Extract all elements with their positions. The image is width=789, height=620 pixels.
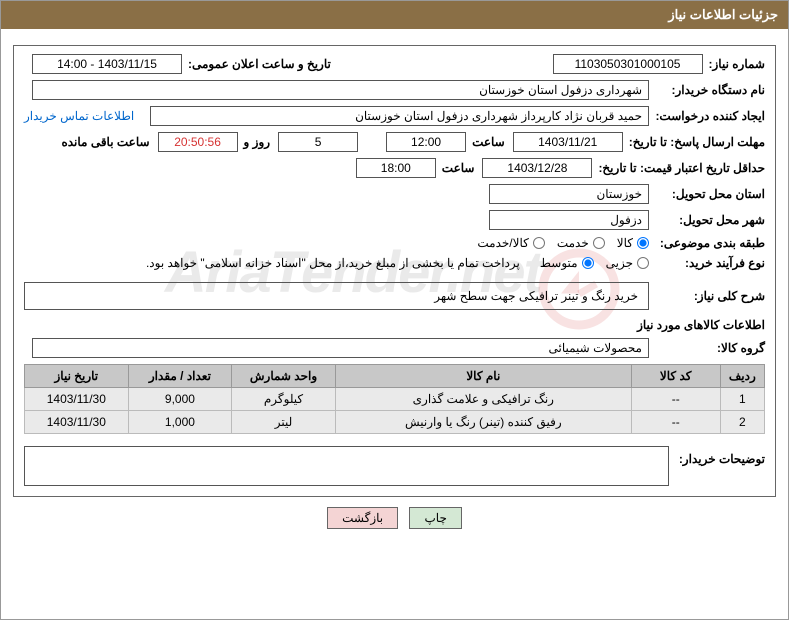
response-days-label: روز و [244, 135, 271, 149]
purchase-type-note: پرداخت تمام یا بخشی از مبلغ خرید،از محل … [146, 256, 520, 270]
table-header-cell: واحد شمارش [232, 365, 336, 388]
table-header-cell: تاریخ نیاز [25, 365, 129, 388]
category-radio[interactable] [593, 237, 605, 249]
delivery-city-value: دزفول [489, 210, 649, 230]
contact-link[interactable]: اطلاعات تماس خریدار [24, 109, 134, 123]
response-days: 5 [278, 132, 358, 152]
price-validity-time: 18:00 [356, 158, 436, 178]
category-radio-label: خدمت [557, 236, 589, 250]
details-panel: شماره نیاز: 1103050301000105 تاریخ و ساع… [13, 45, 776, 497]
row-delivery-province: استان محل تحویل: خوزستان [24, 184, 765, 204]
row-need-number: شماره نیاز: 1103050301000105 تاریخ و ساع… [24, 54, 765, 74]
response-time-label: ساعت [472, 135, 505, 149]
general-desc-value: خرید رنگ و تینر ترافیکی جهت سطح شهر [24, 282, 649, 310]
category-radio-label: کالا [617, 236, 633, 250]
category-radio-label: کالا/خدمت [477, 236, 528, 250]
table-row: 1--رنگ ترافیکی و علامت گذاریکیلوگرم9,000… [25, 388, 765, 411]
price-validity-date: 1403/12/28 [482, 158, 592, 178]
category-radio-group: کالا خدمت کالا/خدمت [477, 236, 649, 250]
table-header-row: ردیفکد کالانام کالاواحد شمارشتعداد / مقد… [25, 365, 765, 388]
row-delivery-city: شهر محل تحویل: دزفول [24, 210, 765, 230]
buyer-org-value: شهرداری دزفول استان خوزستان [32, 80, 649, 100]
buyer-org-label: نام دستگاه خریدار: [655, 83, 765, 97]
requester-value: حمید قربان نژاد کارپرداز شهرداری دزفول ا… [150, 106, 649, 126]
response-countdown: 20:50:56 [158, 132, 238, 152]
purchase-type-option[interactable]: متوسط [540, 256, 594, 270]
table-cell: 9,000 [128, 388, 232, 411]
table-cell: 1 [720, 388, 764, 411]
panel-header: جزئیات اطلاعات نیاز [1, 1, 788, 29]
panel-title: جزئیات اطلاعات نیاز [668, 7, 778, 22]
category-option[interactable]: کالا [617, 236, 649, 250]
purchase-type-radio-label: متوسط [540, 256, 578, 270]
delivery-city-label: شهر محل تحویل: [655, 213, 765, 227]
price-validity-label: حداقل تاریخ اعتبار قیمت: تا تاریخ: [598, 161, 765, 175]
announce-date-value: 1403/11/15 - 14:00 [32, 54, 182, 74]
table-cell: -- [631, 411, 720, 434]
table-cell: -- [631, 388, 720, 411]
category-radio[interactable] [637, 237, 649, 249]
table-cell: 2 [720, 411, 764, 434]
table-row: 2--رفیق کننده (تینر) رنگ یا وارنیشلیتر1,… [25, 411, 765, 434]
row-purchase-type: نوع فرآیند خرید: جزیی متوسط پرداخت تمام ی… [24, 256, 765, 270]
goods-info-title: اطلاعات کالاهای مورد نیاز [24, 318, 765, 332]
row-goods-group: گروه کالا: محصولات شیمیائی [24, 338, 765, 358]
row-response-deadline: مهلت ارسال پاسخ: تا تاریخ: 1403/11/21 سا… [24, 132, 765, 152]
need-number-value: 1103050301000105 [553, 54, 703, 74]
purchase-type-radio-group: جزیی متوسط [540, 256, 649, 270]
purchase-type-radio[interactable] [582, 257, 594, 269]
buyer-notes-box [24, 446, 669, 486]
category-radio[interactable] [533, 237, 545, 249]
button-bar: چاپ بازگشت [13, 507, 776, 529]
back-button[interactable]: بازگشت [327, 507, 398, 529]
row-price-validity: حداقل تاریخ اعتبار قیمت: تا تاریخ: 1403/… [24, 158, 765, 178]
table-header-cell: تعداد / مقدار [128, 365, 232, 388]
table-cell: لیتر [232, 411, 336, 434]
delivery-province-value: خوزستان [489, 184, 649, 204]
response-deadline-date: 1403/11/21 [513, 132, 623, 152]
goods-table: ردیفکد کالانام کالاواحد شمارشتعداد / مقد… [24, 364, 765, 434]
announce-date-label: تاریخ و ساعت اعلان عمومی: [188, 57, 331, 71]
general-desc-label: شرح کلی نیاز: [655, 289, 765, 303]
table-cell: رفیق کننده (تینر) رنگ یا وارنیش [335, 411, 631, 434]
purchase-type-radio-label: جزیی [606, 256, 633, 270]
category-label: طبقه بندی موضوعی: [655, 236, 765, 250]
row-buyer-notes: توضیحات خریدار: [24, 442, 765, 486]
table-cell: رنگ ترافیکی و علامت گذاری [335, 388, 631, 411]
print-button[interactable]: چاپ [409, 507, 461, 529]
purchase-type-label: نوع فرآیند خرید: [655, 256, 765, 270]
price-validity-time-label: ساعت [442, 161, 475, 175]
row-general-desc: شرح کلی نیاز: خرید رنگ و تینر ترافیکی جه… [24, 282, 765, 310]
requester-label: ایجاد کننده درخواست: [655, 109, 765, 123]
goods-group-label: گروه کالا: [655, 341, 765, 355]
delivery-province-label: استان محل تحویل: [655, 187, 765, 201]
buyer-notes-label: توضیحات خریدار: [679, 442, 765, 466]
table-header-cell: کد کالا [631, 365, 720, 388]
row-requester: ایجاد کننده درخواست: حمید قربان نژاد کار… [24, 106, 765, 126]
table-cell: 1,000 [128, 411, 232, 434]
purchase-type-option[interactable]: جزیی [606, 256, 649, 270]
response-deadline-label: مهلت ارسال پاسخ: تا تاریخ: [629, 135, 765, 149]
row-category: طبقه بندی موضوعی: کالا خدمت کالا/خدمت [24, 236, 765, 250]
table-cell: 1403/11/30 [25, 411, 129, 434]
response-deadline-time: 12:00 [386, 132, 466, 152]
goods-group-value: محصولات شیمیائی [32, 338, 649, 358]
response-remain-label: ساعت باقی مانده [61, 135, 149, 149]
table-cell: 1403/11/30 [25, 388, 129, 411]
row-buyer-org: نام دستگاه خریدار: شهرداری دزفول استان خ… [24, 80, 765, 100]
need-number-label: شماره نیاز: [709, 57, 765, 71]
category-option[interactable]: کالا/خدمت [477, 236, 544, 250]
category-option[interactable]: خدمت [557, 236, 605, 250]
purchase-type-radio[interactable] [637, 257, 649, 269]
table-header-cell: نام کالا [335, 365, 631, 388]
table-cell: کیلوگرم [232, 388, 336, 411]
table-header-cell: ردیف [720, 365, 764, 388]
